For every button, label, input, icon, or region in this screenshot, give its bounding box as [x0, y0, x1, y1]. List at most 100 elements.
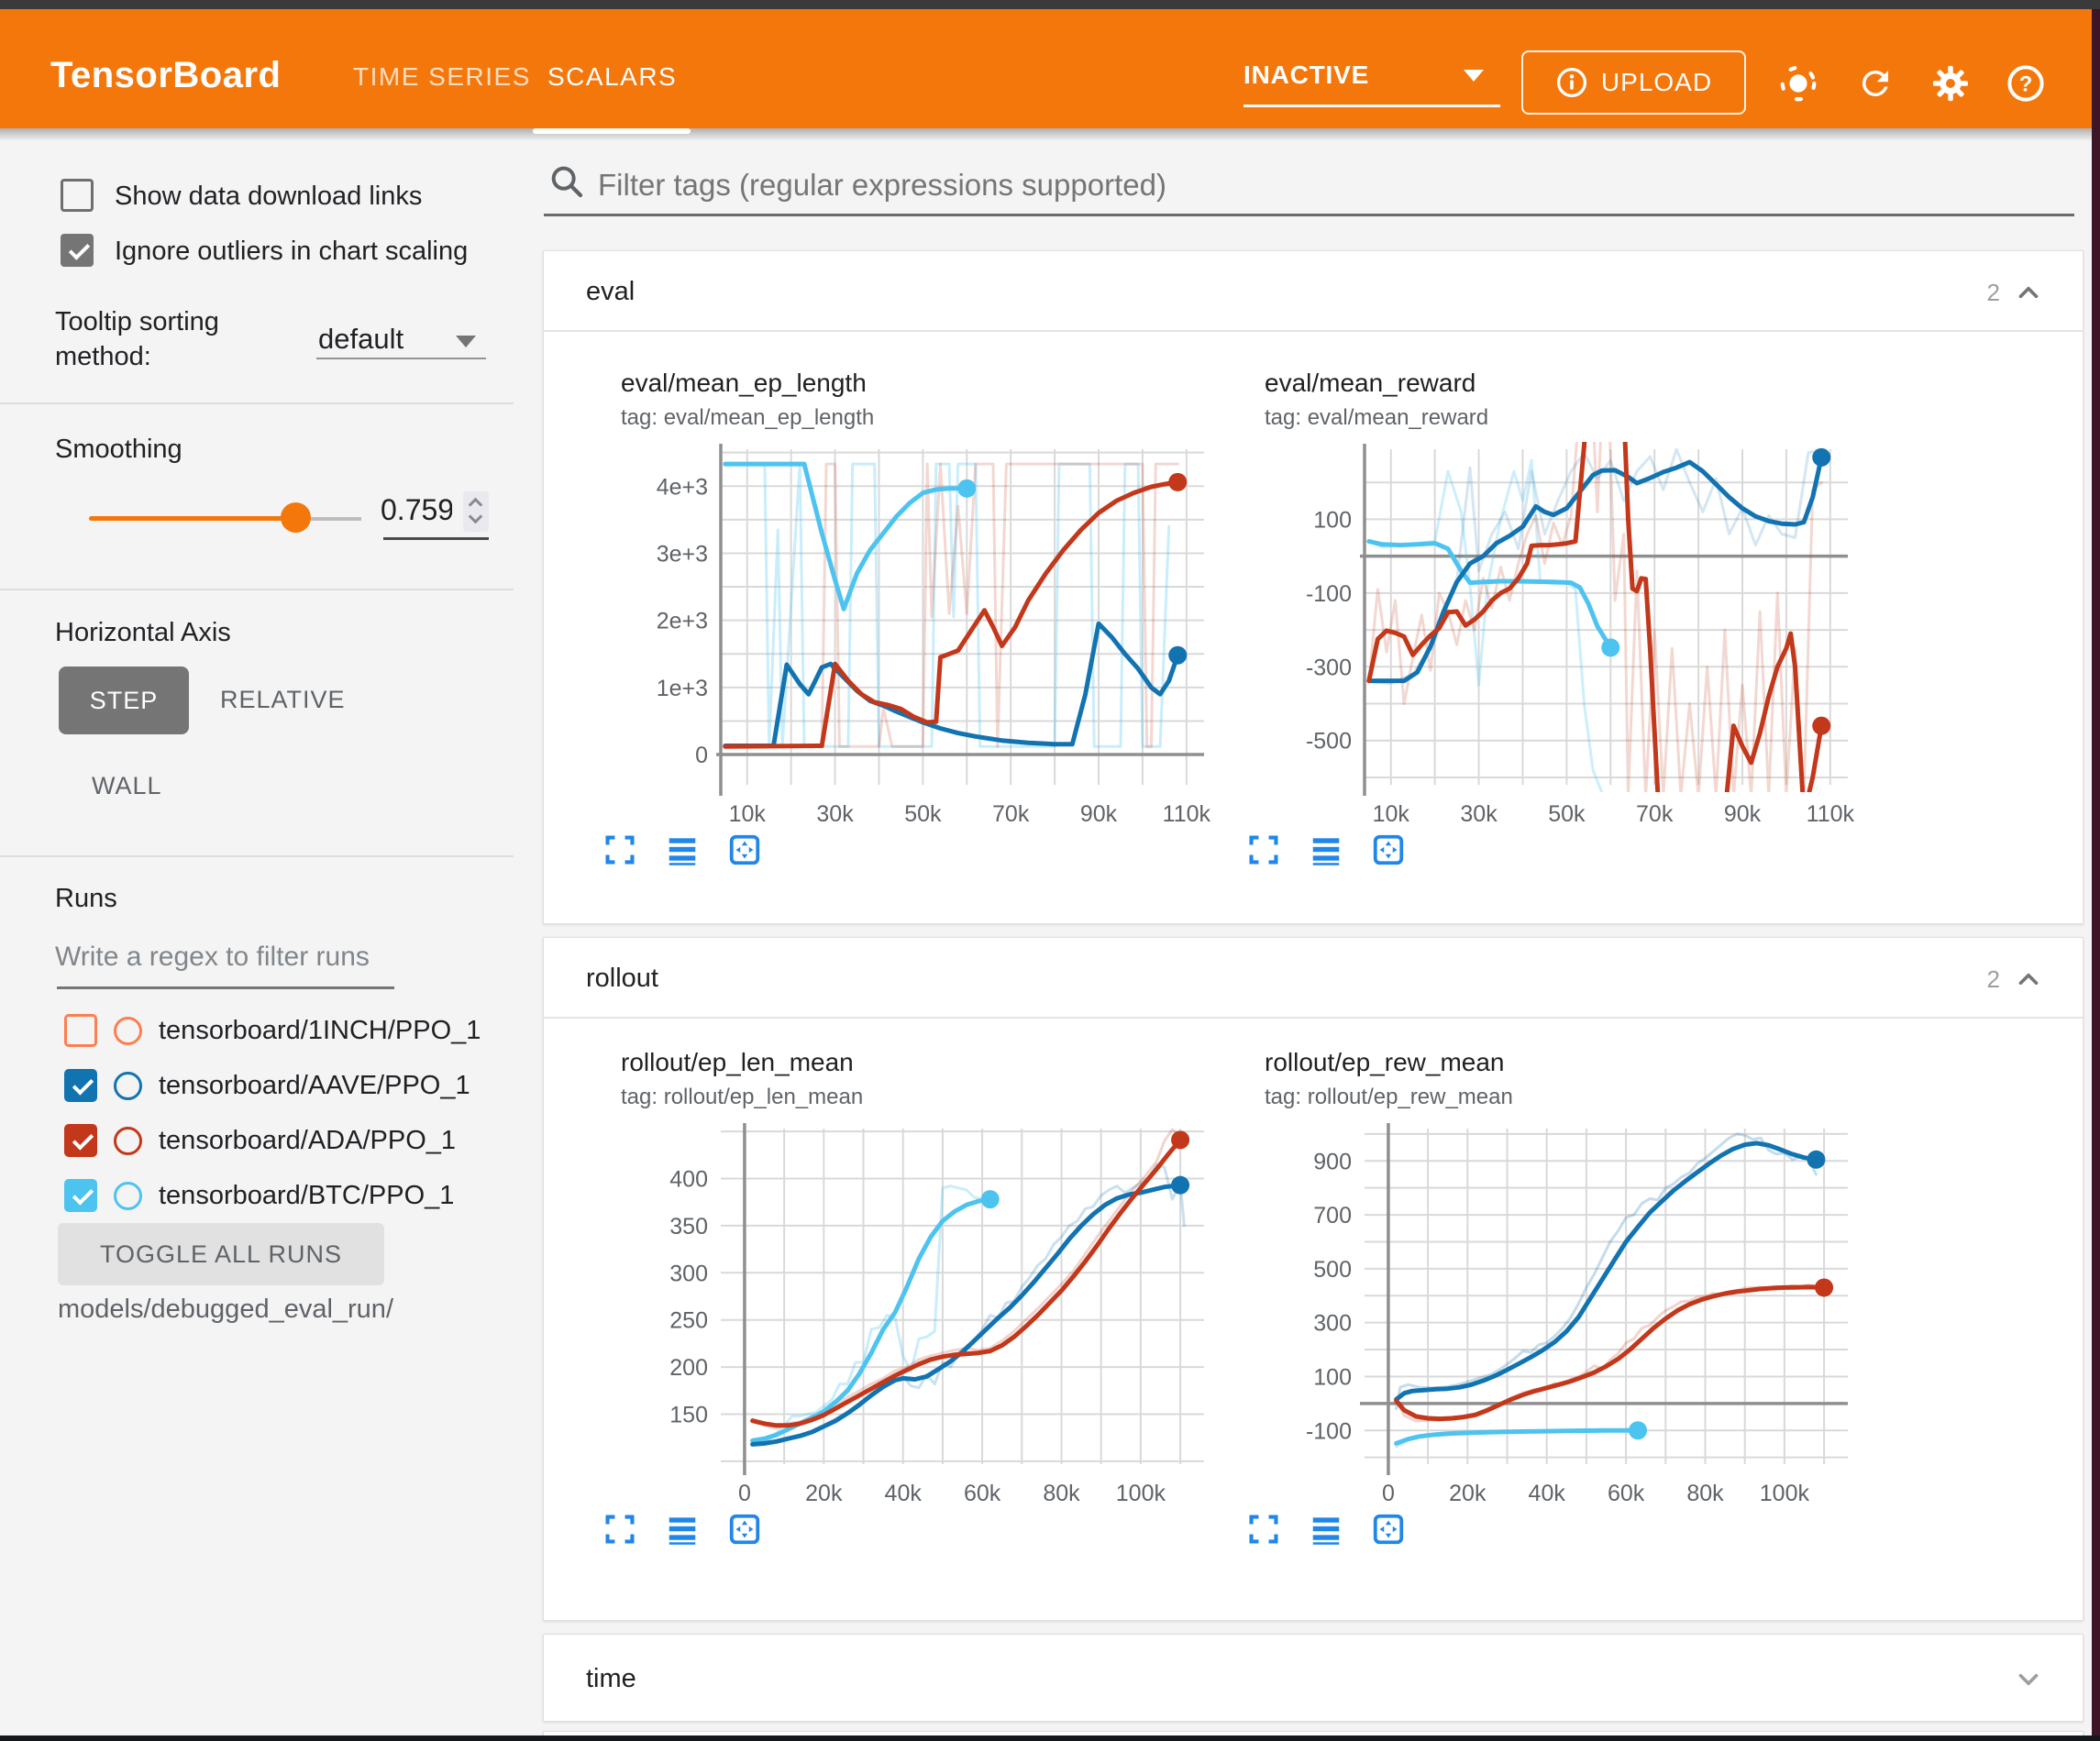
slider-track-rest: [295, 517, 361, 521]
fit-to-data-icon[interactable]: [727, 832, 762, 867]
number-stepper[interactable]: [463, 491, 489, 532]
runs-filter-input[interactable]: [53, 941, 392, 974]
smoothing-slider[interactable]: [89, 502, 364, 534]
show-download-links-checkbox[interactable]: [61, 179, 94, 212]
fit-to-data-icon[interactable]: [1371, 832, 1406, 867]
smoothing-value-field[interactable]: [381, 491, 489, 534]
ignore-outliers-checkbox[interactable]: [61, 234, 94, 267]
chart-title: rollout/ep_len_mean: [621, 1048, 854, 1076]
fullscreen-icon[interactable]: [602, 832, 637, 867]
svg-text:4e+3: 4e+3: [657, 474, 708, 500]
axis-wall-button[interactable]: WALL: [92, 772, 162, 799]
slider-thumb[interactable]: [281, 502, 311, 533]
line-chart[interactable]: 0 20k 40k 60k 80k 100k -100 100 300 500 700 900: [1222, 1116, 1864, 1510]
smoothing-field-underline: [383, 537, 489, 540]
svg-text:70k: 70k: [992, 801, 1030, 826]
svg-text:-300: -300: [1306, 655, 1352, 680]
toggle-all-runs-button[interactable]: TOGGLE ALL RUNS: [58, 1223, 384, 1285]
chart-card-mean-ep-length: eval/mean_ep_length tag: eval/mean_ep_le…: [579, 369, 1221, 867]
info-icon: [1556, 67, 1586, 98]
chart-tag: tag: rollout/ep_len_mean: [621, 1085, 864, 1109]
chart-title: rollout/ep_rew_mean: [1265, 1048, 1505, 1076]
help-button[interactable]: ?: [2005, 62, 2047, 105]
run-checkbox[interactable]: [64, 1069, 97, 1102]
svg-text:0: 0: [695, 743, 708, 768]
axis-relative-button[interactable]: RELATIVE: [220, 686, 346, 713]
chevron-up-icon[interactable]: [2013, 277, 2044, 308]
fullscreen-icon[interactable]: [602, 1512, 637, 1547]
runs-label: Runs: [55, 884, 117, 913]
runs-path-label: models/debugged_eval_run/: [58, 1295, 393, 1324]
run-checkbox[interactable]: [64, 1124, 97, 1157]
slider-track-filled: [89, 516, 295, 521]
fit-to-data-icon[interactable]: [727, 1512, 762, 1547]
checkbox-unchecked: [61, 179, 94, 212]
stacked-lines-icon[interactable]: [1309, 832, 1343, 867]
settings-button[interactable]: [1929, 62, 1972, 105]
svg-text:0: 0: [738, 1481, 751, 1505]
run-row-ada[interactable]: tensorboard/ADA/PPO_1: [55, 1120, 495, 1161]
run-row-btc[interactable]: tensorboard/BTC/PPO_1: [55, 1175, 495, 1216]
chevron-down-icon[interactable]: [2013, 1664, 2044, 1695]
run-checkbox[interactable]: [64, 1014, 97, 1047]
svg-text:50k: 50k: [1548, 801, 1586, 826]
svg-text:110k: 110k: [1163, 801, 1211, 826]
upload-button[interactable]: UPLOAD: [1521, 50, 1746, 115]
line-chart[interactable]: 0 20k 40k 60k 80k 100k 150 200 250 300 350 400: [579, 1116, 1221, 1510]
stepper-down-icon[interactable]: [468, 509, 483, 524]
line-chart[interactable]: 10k 30k 50k 70k 90k 110k 0 1e+3 2e+3 3e+3 4e+3: [579, 436, 1221, 831]
fullscreen-icon[interactable]: [1246, 832, 1281, 867]
run-color-radio[interactable]: [114, 1126, 142, 1155]
line-chart[interactable]: 10k 30k 50k 70k 90k 110k 100 -100 -300 -500: [1222, 436, 1864, 831]
chart-actions: [602, 832, 1221, 867]
svg-text:10k: 10k: [1373, 801, 1410, 826]
section-header-eval[interactable]: eval 2: [544, 251, 2083, 332]
section-header-time[interactable]: time: [544, 1635, 2083, 1723]
fit-to-data-icon[interactable]: [1371, 1512, 1406, 1547]
filter-tags-input[interactable]: [596, 167, 1972, 204]
run-row-aave[interactable]: tensorboard/AAVE/PPO_1: [55, 1065, 495, 1106]
chart-actions: [1246, 1512, 1864, 1547]
run-checkbox[interactable]: [64, 1179, 97, 1212]
axis-step-button[interactable]: STEP: [59, 667, 189, 734]
svg-text:300: 300: [669, 1261, 708, 1286]
smoothing-value-input[interactable]: [381, 493, 452, 527]
run-color-radio[interactable]: [114, 1016, 142, 1045]
horizontal-axis-label: Horizontal Axis: [55, 618, 231, 647]
fullscreen-icon[interactable]: [1246, 1512, 1281, 1547]
show-download-links-label: Show data download links: [115, 182, 423, 211]
svg-text:?: ?: [2019, 72, 2033, 96]
chevron-up-icon[interactable]: [2013, 964, 2044, 995]
stacked-lines-icon[interactable]: [1309, 1512, 1343, 1547]
svg-text:60k: 60k: [1608, 1481, 1645, 1505]
tooltip-sorting-dropdown[interactable]: default: [318, 323, 404, 355]
chevron-down-icon[interactable]: [456, 336, 476, 347]
svg-text:100: 100: [1313, 507, 1352, 533]
chart-title: eval/mean_ep_length: [621, 369, 867, 397]
status-dropdown[interactable]: INACTIVE: [1243, 61, 1500, 90]
window-top-strip: [0, 0, 2100, 9]
refresh-button[interactable]: [1854, 62, 1896, 105]
run-color-radio[interactable]: [114, 1071, 142, 1100]
run-label: tensorboard/AAVE/PPO_1: [159, 1070, 470, 1100]
svg-text:90k: 90k: [1724, 801, 1762, 826]
run-row-1inch[interactable]: tensorboard/1INCH/PPO_1: [55, 1010, 495, 1051]
tab-scalars[interactable]: SCALARS: [547, 62, 678, 91]
search-icon: [551, 166, 583, 198]
refresh-icon: [1862, 70, 1888, 96]
section-card-eval: eval 2 eval/mean_ep_length tag: eval/mea…: [543, 250, 2083, 924]
svg-text:30k: 30k: [816, 801, 854, 826]
filter-tags-underline: [544, 214, 2074, 216]
sun-icon: [1780, 65, 1817, 102]
chart-card-ep-len-mean: rollout/ep_len_mean tag: rollout/ep_len_…: [579, 1048, 1221, 1547]
stacked-lines-icon[interactable]: [665, 1512, 700, 1547]
chart-actions: [602, 1512, 1221, 1547]
stacked-lines-icon[interactable]: [665, 832, 700, 867]
divider: [0, 855, 514, 857]
brightness-toggle-button[interactable]: [1777, 62, 1819, 105]
tab-time-series[interactable]: TIME SERIES: [353, 62, 531, 91]
chart-actions: [1246, 832, 1864, 867]
section-header-rollout[interactable]: rollout 2: [544, 938, 2083, 1019]
chart-card-mean-reward: eval/mean_reward tag: eval/mean_reward 1…: [1222, 369, 1864, 867]
run-color-radio[interactable]: [114, 1181, 142, 1210]
